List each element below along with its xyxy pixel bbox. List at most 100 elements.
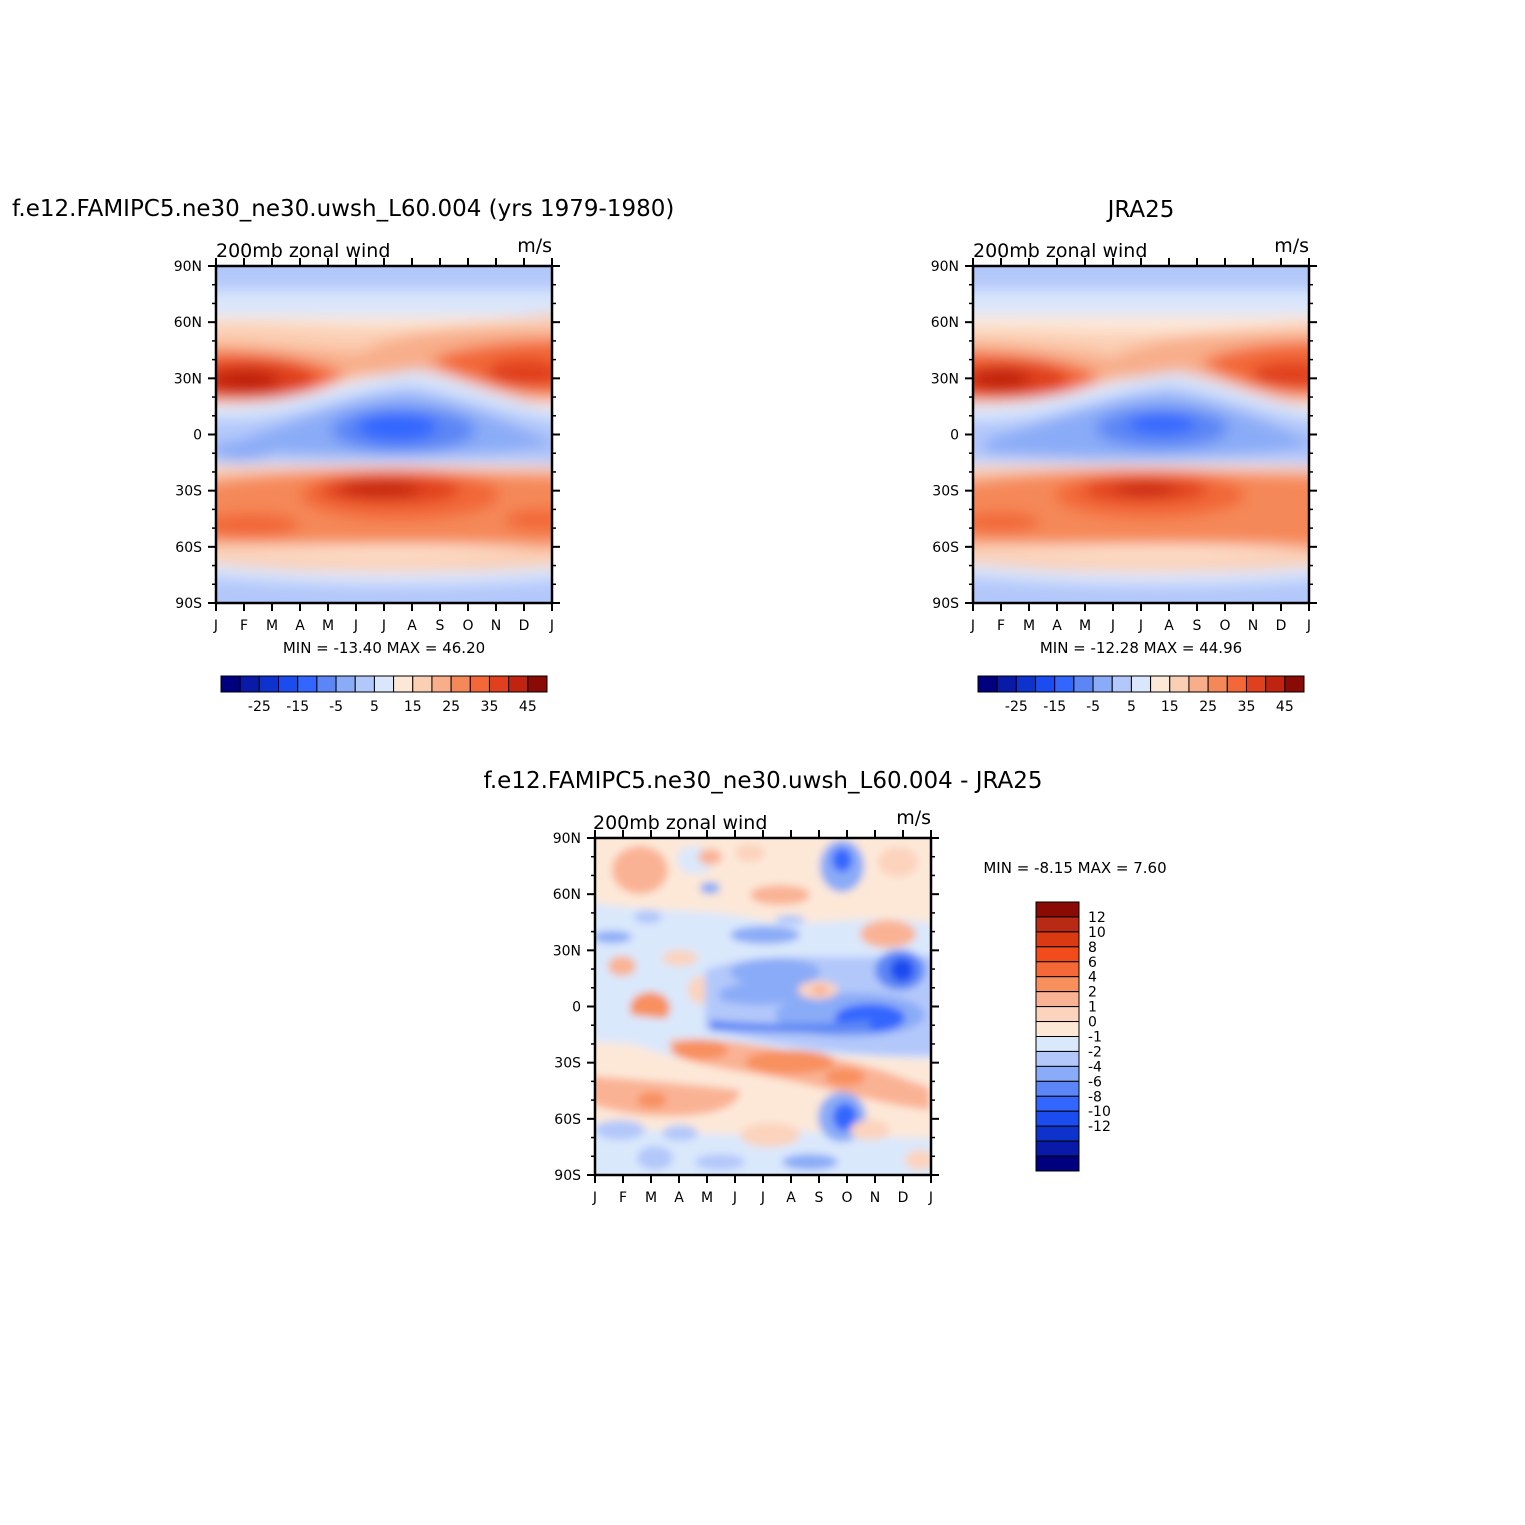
colorbar-swatch: [1035, 1155, 1080, 1172]
y-tick-label: 90S: [932, 596, 959, 612]
x-tick-label: J: [549, 618, 554, 634]
panel-reanalysis: JRA25 200mb zonal wind m/s: [931, 197, 1317, 715]
colorbar-swatch: [1265, 675, 1286, 693]
colorbar-swatch: [527, 675, 548, 693]
colorbar-swatch: [1035, 1036, 1080, 1052]
y-tick-label: 60S: [175, 540, 202, 556]
panel-subtitle-right: m/s: [1274, 235, 1309, 257]
colorbar-swatch: [1188, 675, 1209, 693]
x-tick-label: S: [1193, 618, 1202, 634]
colorbar-swatch: [1015, 675, 1037, 693]
colorbar-label: 0: [1088, 1015, 1097, 1031]
colorbar-swatch: [1150, 675, 1171, 693]
x-tick-label: J: [1306, 618, 1311, 634]
x-tick-label: J: [592, 1190, 597, 1206]
panel-difference: f.e12.FAMIPC5.ne30_ne30.uwsh_L60.004 - J…: [483, 768, 1166, 1206]
colorbar-swatch: [508, 675, 529, 693]
panel-model: f.e12.FAMIPC5.ne30_ne30.uwsh_L60.004 (yr…: [12, 196, 674, 715]
colorbar-label: -12: [1088, 1119, 1111, 1135]
x-tick-label: M: [266, 618, 278, 634]
colorbar-label: 1: [1088, 1000, 1097, 1016]
y-tick-label: 30S: [554, 1056, 581, 1072]
x-tick-label: M: [645, 1190, 657, 1206]
colorbar-swatch: [278, 675, 299, 693]
colorbar-swatch: [431, 675, 452, 693]
y-tick-label: 60S: [554, 1112, 581, 1128]
colorbar-swatch: [1245, 675, 1267, 693]
y-tick-label: 0: [572, 1000, 581, 1016]
y-tick-label: 0: [950, 428, 959, 444]
x-tick-label: J: [213, 618, 218, 634]
colorbar: -25 -15 -5 5 15 25 35 45: [977, 675, 1305, 715]
colorbar-label: -10: [1088, 1104, 1111, 1120]
minmax-label: MIN = -13.40 MAX = 46.20: [283, 639, 485, 657]
colorbar-swatch: [1284, 675, 1305, 693]
y-tick-label: 60S: [932, 540, 959, 556]
colorbar-label: 45: [519, 699, 537, 715]
colorbar-swatch: [450, 675, 471, 693]
colorbar-label: 2: [1088, 985, 1097, 1001]
colorbar-label: -4: [1088, 1059, 1102, 1075]
x-tick-label: J: [353, 618, 358, 634]
y-tick-label: 30N: [174, 371, 202, 387]
colorbar-label: 5: [1127, 699, 1136, 715]
colorbar-swatch: [412, 675, 433, 693]
colorbar-label: -1: [1088, 1030, 1102, 1046]
colorbar-swatch: [1035, 931, 1080, 948]
colorbar-swatch: [996, 675, 1017, 693]
axis-ticks: J F M A M J J A S O N D J 90N 60N 30N 0 30S 60S 90S: [553, 830, 939, 1206]
y-tick-label: 90N: [931, 259, 959, 275]
x-tick-label: M: [701, 1190, 713, 1206]
colorbar-swatch: [1169, 675, 1190, 693]
colorbar: -25 -15 -5 5 15 25 35 45: [220, 675, 548, 715]
colorbar-swatch: [1054, 675, 1075, 693]
colorbar-label: 12: [1088, 910, 1106, 926]
colorbar-swatch: [335, 675, 356, 693]
x-tick-label: A: [674, 1190, 684, 1206]
axis-ticks: J F M A M J J A S O N D J 90N 60N 30N 0 30S 60S 90S: [174, 258, 560, 634]
x-tick-label: J: [970, 618, 975, 634]
colorbar-swatch: [297, 675, 318, 693]
colorbar-label: 35: [1238, 699, 1256, 715]
panel-subtitle-left: 200mb zonal wind: [593, 812, 767, 834]
colorbar-label: -15: [286, 699, 309, 715]
colorbar-label: 8: [1088, 940, 1097, 956]
x-tick-label: O: [841, 1190, 852, 1206]
y-tick-label: 60N: [931, 315, 959, 331]
colorbar-swatch: [1035, 1125, 1080, 1142]
x-tick-label: A: [1052, 618, 1062, 634]
colorbar-swatch: [1035, 1021, 1080, 1037]
colorbar-swatch: [1035, 1050, 1080, 1067]
colorbar-swatch: [488, 675, 510, 693]
x-tick-label: F: [240, 618, 248, 634]
x-tick-label: S: [815, 1190, 824, 1206]
colorbar-swatch: [1035, 1140, 1080, 1157]
minmax-label: MIN = -12.28 MAX = 44.96: [1040, 639, 1242, 657]
colorbar-swatch: [1035, 675, 1056, 693]
x-tick-label: J: [928, 1190, 933, 1206]
colorbar-swatch: [1207, 675, 1228, 693]
x-tick-label: S: [436, 618, 445, 634]
colorbar-swatch: [1073, 675, 1094, 693]
x-tick-label: D: [898, 1190, 909, 1206]
colorbar-swatch: [393, 675, 414, 693]
y-tick-label: 60N: [553, 887, 581, 903]
panel-title: f.e12.FAMIPC5.ne30_ne30.uwsh_L60.004 (yr…: [12, 196, 674, 222]
colorbar-swatch: [258, 675, 280, 693]
colorbar-swatch: [469, 675, 490, 693]
colorbar-swatch: [1035, 1006, 1080, 1023]
colorbar-label: 6: [1088, 955, 1097, 971]
x-tick-label: M: [1023, 618, 1035, 634]
colorbar-swatch: [1092, 675, 1113, 693]
colorbar-label: 10: [1088, 925, 1106, 941]
colorbar-swatch: [1035, 991, 1080, 1008]
colorbar-label: -15: [1043, 699, 1066, 715]
colorbar-label: -5: [1086, 699, 1100, 715]
colorbar-label: 5: [370, 699, 379, 715]
colorbar-label: 25: [442, 699, 460, 715]
y-tick-label: 0: [193, 428, 202, 444]
y-tick-label: 30N: [553, 943, 581, 959]
colorbar-swatch: [1130, 675, 1152, 693]
